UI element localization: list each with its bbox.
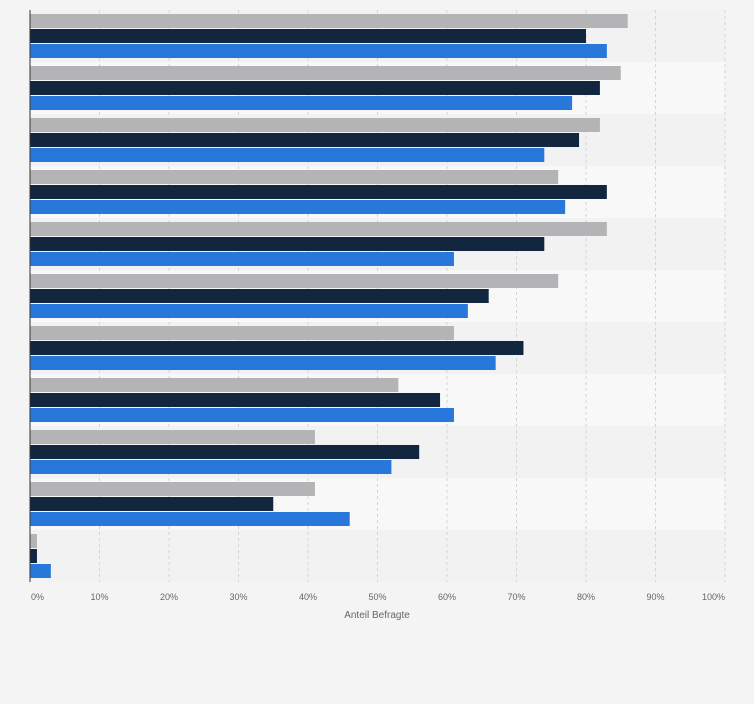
x-tick-label: 30%: [229, 592, 247, 602]
bar-series-1[interactable]: [30, 118, 600, 132]
bar-series-3[interactable]: [30, 148, 545, 162]
bar-series-3[interactable]: [30, 564, 51, 578]
x-axis-label: Anteil Befragte: [344, 610, 410, 621]
bar-series-1[interactable]: [30, 378, 399, 392]
bar-series-2[interactable]: [30, 133, 580, 147]
bar-series-1[interactable]: [30, 430, 315, 444]
x-tick-label: 0%: [31, 592, 44, 602]
bar-series-3[interactable]: [30, 460, 392, 474]
x-tick-label: 80%: [577, 592, 595, 602]
bar-series-1[interactable]: [30, 274, 559, 288]
bar-series-3[interactable]: [30, 356, 496, 370]
bar-series-3[interactable]: [30, 408, 454, 422]
bar-series-3[interactable]: [30, 44, 607, 58]
x-tick-label: 40%: [299, 592, 317, 602]
bar-series-1[interactable]: [30, 222, 607, 236]
bar-series-2[interactable]: [30, 549, 37, 563]
bar-series-3[interactable]: [30, 200, 566, 214]
bar-series-2[interactable]: [30, 341, 524, 355]
bar-series-1[interactable]: [30, 170, 559, 184]
bar-series-2[interactable]: [30, 185, 607, 199]
bar-series-1[interactable]: [30, 326, 454, 340]
x-tick-label: 50%: [368, 592, 386, 602]
x-tick-label: 70%: [507, 592, 525, 602]
bar-series-2[interactable]: [30, 237, 545, 251]
x-tick-label: 100%: [702, 592, 725, 602]
x-tick-label: 20%: [160, 592, 178, 602]
bar-series-1[interactable]: [30, 534, 37, 548]
x-tick-label: 60%: [438, 592, 456, 602]
bar-series-1[interactable]: [30, 14, 628, 28]
bar-layer: [30, 14, 628, 578]
bar-series-3[interactable]: [30, 96, 573, 110]
x-tick-layer: 0% 10% 20% 30% 40% 50% 60% 70% 80% 90% 100%: [31, 592, 725, 602]
bar-series-3[interactable]: [30, 304, 468, 318]
bar-series-2[interactable]: [30, 445, 420, 459]
bar-series-1[interactable]: [30, 482, 315, 496]
bar-series-2[interactable]: [30, 289, 489, 303]
bar-series-2[interactable]: [30, 29, 586, 43]
x-tick-label: 90%: [646, 592, 664, 602]
bar-series-3[interactable]: [30, 252, 454, 266]
bar-series-2[interactable]: [30, 393, 441, 407]
bar-series-1[interactable]: [30, 66, 621, 80]
bar-series-3[interactable]: [30, 512, 350, 526]
bar-series-2[interactable]: [30, 497, 274, 511]
x-tick-label: 10%: [90, 592, 108, 602]
bar-series-2[interactable]: [30, 81, 600, 95]
